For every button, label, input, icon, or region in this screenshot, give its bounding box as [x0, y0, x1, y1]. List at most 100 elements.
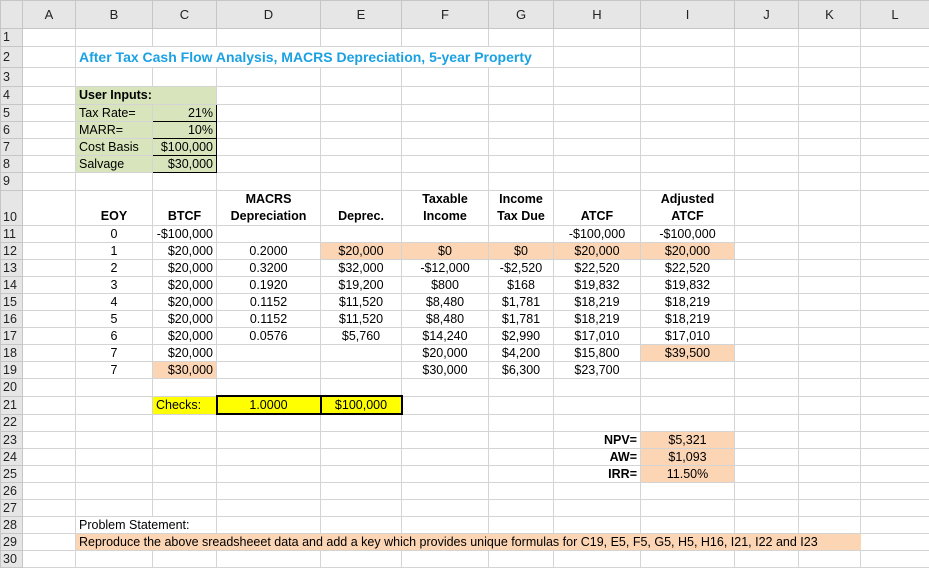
cell-I3[interactable] [641, 68, 735, 87]
column-header-A[interactable]: A [23, 1, 76, 29]
cell-B21[interactable] [76, 396, 153, 414]
row-header-12[interactable]: 12 [1, 243, 23, 260]
cell-E4[interactable] [321, 87, 402, 105]
cell-G28[interactable] [489, 517, 554, 534]
table-cell[interactable]: $20,000 [153, 260, 217, 277]
cell-J27[interactable] [735, 500, 799, 517]
table-cell[interactable] [402, 226, 489, 243]
table-cell[interactable]: 0 [76, 226, 153, 243]
row-header-20[interactable]: 20 [1, 379, 23, 397]
cell-K26[interactable] [799, 483, 861, 500]
table-cell[interactable]: 0.1920 [217, 277, 321, 294]
cell-I27[interactable] [641, 500, 735, 517]
select-all-corner[interactable] [1, 1, 23, 29]
cell-L30[interactable] [861, 551, 929, 568]
cell-C9[interactable] [153, 173, 217, 191]
cell-A5[interactable] [23, 105, 76, 122]
cell-L5[interactable] [861, 105, 929, 122]
cell-E22[interactable] [321, 414, 402, 432]
cell-F3[interactable] [402, 68, 489, 87]
table-cell[interactable]: $2,990 [489, 328, 554, 345]
cell-K12[interactable] [799, 243, 861, 260]
cell-B1[interactable] [76, 29, 153, 47]
cell-K13[interactable] [799, 260, 861, 277]
cell-D5[interactable] [217, 105, 321, 122]
cell-G30[interactable] [489, 551, 554, 568]
cell-J17[interactable] [735, 328, 799, 345]
cell-H9[interactable] [554, 173, 641, 191]
table-cell[interactable]: $4,200 [489, 345, 554, 362]
table-cell[interactable]: $19,832 [641, 277, 735, 294]
cell-J14[interactable] [735, 277, 799, 294]
cell-J8[interactable] [735, 156, 799, 173]
table-cell[interactable]: 4 [76, 294, 153, 311]
cell-B9[interactable] [76, 173, 153, 191]
cell-I9[interactable] [641, 173, 735, 191]
table-cell[interactable]: $168 [489, 277, 554, 294]
cell-K9[interactable] [799, 173, 861, 191]
table-cell[interactable] [321, 362, 402, 379]
cell-K15[interactable] [799, 294, 861, 311]
cell-K19[interactable] [799, 362, 861, 379]
table-cell[interactable]: $22,520 [554, 260, 641, 277]
cell-I28[interactable] [641, 517, 735, 534]
cell-A24[interactable] [23, 449, 76, 466]
table-cell[interactable]: -$12,000 [402, 260, 489, 277]
cell-F28[interactable] [402, 517, 489, 534]
cell-J1[interactable] [735, 29, 799, 47]
cell-F27[interactable] [402, 500, 489, 517]
column-header-L[interactable]: L [861, 1, 929, 29]
table-cell[interactable]: $11,520 [321, 294, 402, 311]
inputs-heading[interactable]: User Inputs: [76, 87, 153, 105]
table-cell[interactable]: $0 [402, 243, 489, 260]
cell-B22[interactable] [76, 414, 153, 432]
table-cell[interactable]: $1,781 [489, 311, 554, 328]
cell-L12[interactable] [861, 243, 929, 260]
table-cell[interactable]: -$100,000 [153, 226, 217, 243]
row-header-15[interactable]: 15 [1, 294, 23, 311]
cell-D25[interactable] [217, 466, 321, 483]
cell-L11[interactable] [861, 226, 929, 243]
row-header-14[interactable]: 14 [1, 277, 23, 294]
column-header-2[interactable]: MACRS Depreciation [217, 191, 321, 226]
table-cell[interactable] [641, 362, 735, 379]
cell-C27[interactable] [153, 500, 217, 517]
cell-D26[interactable] [217, 483, 321, 500]
cell-D23[interactable] [217, 432, 321, 449]
table-cell[interactable]: $32,000 [321, 260, 402, 277]
cell-F8[interactable] [402, 156, 489, 173]
cell-A1[interactable] [23, 29, 76, 47]
cell-K25[interactable] [799, 466, 861, 483]
cell-B27[interactable] [76, 500, 153, 517]
cell-H7[interactable] [554, 139, 641, 156]
cell-D20[interactable] [217, 379, 321, 397]
cell-A29[interactable] [23, 534, 76, 551]
column-header-H[interactable]: H [554, 1, 641, 29]
cell-D3[interactable] [217, 68, 321, 87]
cell-K21[interactable] [799, 396, 861, 414]
cell-K11[interactable] [799, 226, 861, 243]
cell-A18[interactable] [23, 345, 76, 362]
row-header-17[interactable]: 17 [1, 328, 23, 345]
result-value[interactable]: $5,321 [641, 432, 735, 449]
row-header-8[interactable]: 8 [1, 156, 23, 173]
row-header-3[interactable]: 3 [1, 68, 23, 87]
table-cell[interactable]: 0.1152 [217, 311, 321, 328]
cell-K14[interactable] [799, 277, 861, 294]
cell-B26[interactable] [76, 483, 153, 500]
cell-K18[interactable] [799, 345, 861, 362]
row-header-11[interactable]: 11 [1, 226, 23, 243]
cell-K28[interactable] [799, 517, 861, 534]
cell-A13[interactable] [23, 260, 76, 277]
table-cell[interactable]: 5 [76, 311, 153, 328]
cell-J11[interactable] [735, 226, 799, 243]
cell-G1[interactable] [489, 29, 554, 47]
cell-L22[interactable] [861, 414, 929, 432]
cell-L17[interactable] [861, 328, 929, 345]
cell-F6[interactable] [402, 122, 489, 139]
table-cell[interactable]: $8,480 [402, 311, 489, 328]
column-header-D[interactable]: D [217, 1, 321, 29]
cell-L8[interactable] [861, 156, 929, 173]
table-cell[interactable]: $6,300 [489, 362, 554, 379]
cell-L14[interactable] [861, 277, 929, 294]
